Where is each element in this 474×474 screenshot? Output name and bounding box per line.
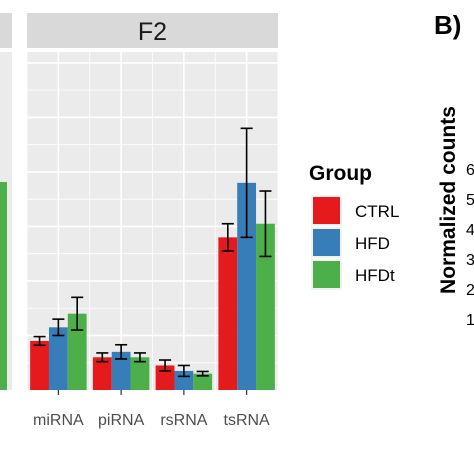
x-tick-label: rsRNA [160,412,207,429]
bars [30,182,275,390]
x-tick-label: piRNA [98,412,145,429]
legend: Group CTRL HFD HFDt [309,162,399,290]
facet-strip [27,13,278,48]
bar-hfd-mirna [48,327,68,390]
bar-hfdt-tsrna [256,223,275,390]
right-y-tick-label: 1 [466,312,474,329]
bar-hfdt-mirna [67,313,87,390]
legend-title: Group [309,162,372,185]
panel-letter: B) [434,10,461,40]
right-y-tick-label: 3 [466,252,474,269]
right-y-tick-label: 6 [466,162,474,179]
right-y-tick-label: 5 [466,192,474,209]
left-facet-strip [0,13,12,48]
bar-ctrl-tsrna [218,237,238,390]
bar-ctrl-mirna [30,340,49,390]
right-y-tick-label: 4 [466,222,474,239]
left-facet-fragment [0,13,12,390]
error-bars [33,127,272,378]
x-tick-label: tsRNA [224,412,271,429]
left-facet-bar [0,182,7,390]
right-y-axis-ticks: 6 5 4 3 2 1 [466,162,474,329]
bar-hfdt-pirna [130,357,150,390]
legend-label-ctrl: CTRL [355,202,399,221]
x-axis: miRNA piRNA rsRNA tsRNA [33,390,270,429]
bar-hfdt-rsrna [193,373,213,390]
bar-ctrl-pirna [92,357,112,390]
bar-hfd-pirna [111,351,131,390]
right-panel-fragment: B) Normalized counts 6 5 4 3 2 1 [434,10,474,329]
legend-swatch-hfd [313,229,340,256]
legend-swatch-hfdt [313,261,340,288]
legend-label-hfdt: HFDt [355,266,395,285]
x-tick-label: miRNA [33,412,84,429]
right-y-tick-label: 2 [466,282,474,299]
right-y-axis-title: Normalized counts [437,106,460,294]
legend-swatch-ctrl [313,197,340,224]
bar-hfd-tsrna [237,182,257,390]
legend-label-hfd: HFD [355,234,390,253]
facet-f2: F2 miRNA piRNA rsRNA tsRNA [26,13,279,429]
facet-label: F2 [138,18,167,46]
